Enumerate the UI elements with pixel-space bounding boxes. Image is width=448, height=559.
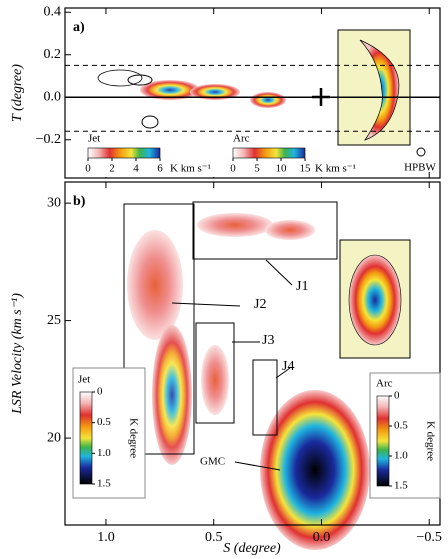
annotation: HPBW bbox=[404, 162, 436, 174]
colorbar-tick-label: 1.0 bbox=[394, 450, 408, 462]
colorbar bbox=[376, 395, 390, 487]
colorbar-tick-label: 6 bbox=[157, 163, 163, 175]
y-axis-label: T (degree) bbox=[10, 64, 25, 122]
annotation: J1 bbox=[296, 279, 308, 294]
colorbar-name: Jet bbox=[88, 133, 100, 145]
colorbar-tick-label: 1.5 bbox=[97, 478, 111, 490]
emission-a bbox=[97, 29, 411, 146]
x-tick-label: 0.5 bbox=[205, 530, 223, 545]
colorbar-tick-label: 0 bbox=[97, 386, 103, 398]
panel-label: a) bbox=[73, 20, 85, 35]
colorbar-tick-label: 0 bbox=[85, 163, 91, 175]
emission-b bbox=[123, 201, 411, 550]
colorbar bbox=[87, 147, 161, 159]
colorbar-tick-label: 0.5 bbox=[97, 416, 111, 428]
colorbar-tick-label: 1.0 bbox=[97, 447, 111, 459]
colorbar-unit: K km s⁻¹ bbox=[170, 163, 211, 175]
colorbar-tick-label: 0 bbox=[394, 390, 400, 402]
colorbar-tick-label: 2 bbox=[109, 163, 115, 175]
colorbar-tick-label: 15 bbox=[300, 163, 312, 175]
x-tick-label: 1.0 bbox=[97, 530, 115, 545]
colorbar-tick-label: 0.5 bbox=[394, 420, 408, 432]
annotation: J3 bbox=[262, 333, 274, 348]
colorbar-tick-label: 0 bbox=[230, 163, 236, 175]
panel-label: b) bbox=[73, 194, 86, 209]
colorbar-tick-label: 10 bbox=[276, 163, 288, 175]
annotation: J2 bbox=[254, 297, 266, 312]
annotation: GMC bbox=[200, 456, 225, 468]
x-tick-label: 0.0 bbox=[313, 530, 331, 545]
beam-marker bbox=[416, 147, 426, 157]
x-axis-label: S (degree) bbox=[223, 541, 281, 556]
colorbar-name: Arc bbox=[376, 378, 393, 390]
plot-frame bbox=[64, 7, 441, 179]
plot-frame bbox=[64, 181, 441, 526]
y-axis-label: LSR Velocity (km s⁻¹) bbox=[10, 293, 25, 415]
y-tick-label: 30 bbox=[47, 195, 61, 210]
y-tick-label: 20 bbox=[47, 430, 61, 445]
colorbar bbox=[232, 147, 306, 159]
colorbar-tick-label: 1.5 bbox=[394, 480, 408, 492]
colorbar-tick-label: 5 bbox=[254, 163, 260, 175]
colorbar-unit: K degree bbox=[127, 418, 139, 458]
y-tick-label: 0.2 bbox=[44, 47, 62, 62]
colorbar-name: Jet bbox=[78, 374, 90, 386]
y-tick-label: 0.4 bbox=[44, 4, 62, 19]
y-tick-label: 0.0 bbox=[44, 89, 62, 104]
colorbar bbox=[79, 391, 93, 485]
colorbar-unit: K km s⁻¹ bbox=[315, 163, 356, 175]
colorbar-name: Arc bbox=[233, 133, 250, 145]
y-tick-label: 25 bbox=[47, 313, 61, 328]
y-tick-label: −0.2 bbox=[36, 132, 61, 147]
colorbar-unit: K degree bbox=[424, 421, 436, 461]
x-tick-label: −0.5 bbox=[417, 530, 442, 545]
colorbar-tick-label: 4 bbox=[133, 163, 139, 175]
annotation: J4 bbox=[282, 359, 294, 374]
